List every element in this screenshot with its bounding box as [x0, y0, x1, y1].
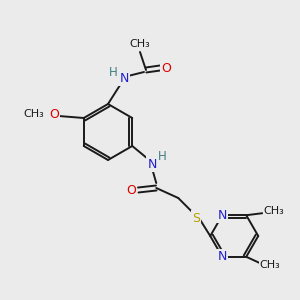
Text: S: S — [192, 212, 200, 224]
Text: N: N — [119, 71, 129, 85]
Text: CH₃: CH₃ — [264, 206, 285, 216]
Text: CH₃: CH₃ — [260, 260, 280, 270]
Text: N: N — [218, 209, 227, 222]
Text: N: N — [148, 158, 157, 170]
Text: O: O — [49, 107, 59, 121]
Text: O: O — [161, 61, 171, 74]
Text: CH₃: CH₃ — [23, 109, 44, 119]
Text: O: O — [126, 184, 136, 196]
Text: H: H — [109, 67, 117, 80]
Text: H: H — [158, 151, 167, 164]
Text: CH₃: CH₃ — [130, 39, 150, 49]
Text: N: N — [218, 250, 227, 263]
